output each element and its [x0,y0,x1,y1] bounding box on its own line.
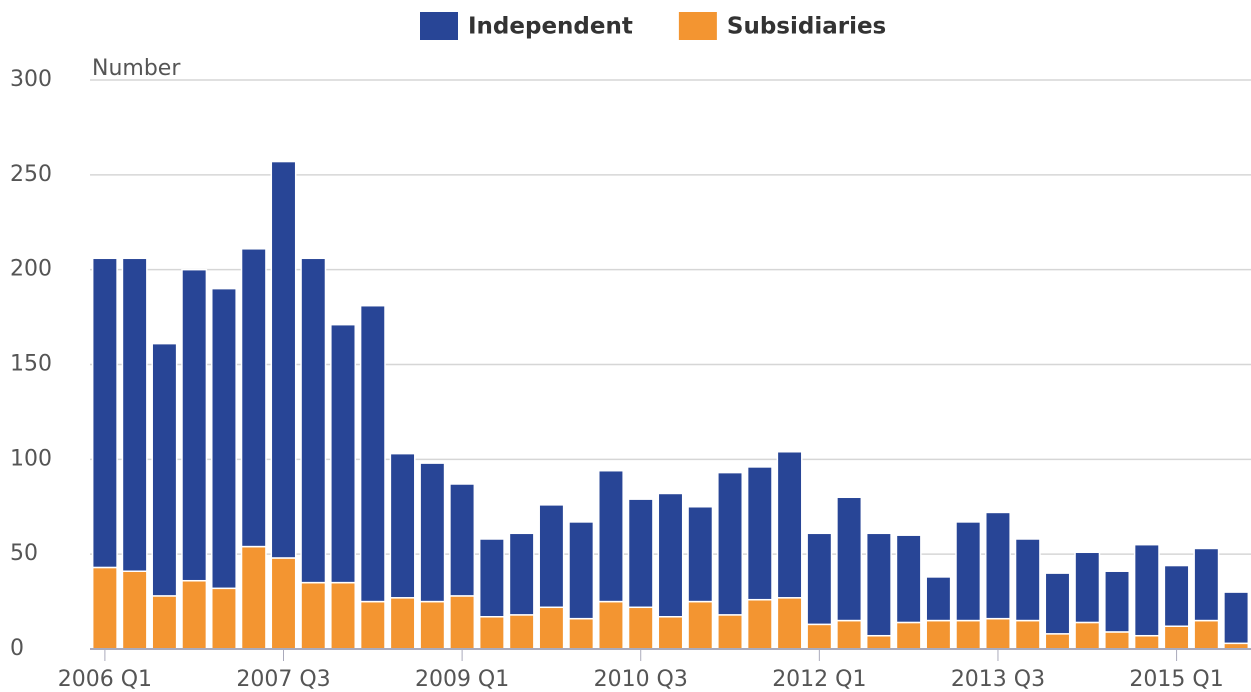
bar-segment [955,619,982,650]
bar-segment [955,521,982,622]
bar-segment [330,581,356,650]
y-tick-label: 100 [10,446,52,471]
bar-segment [687,600,714,650]
x-tick-label: 2006 Q1 [58,667,152,692]
y-axis-label: Number [92,56,181,81]
legend-swatch [420,12,458,40]
bar-segment [1133,543,1160,637]
bar-segment [1133,634,1160,650]
legend-swatch [678,12,717,40]
bar-segment [508,614,535,650]
x-tick-label: 2007 Q3 [236,667,330,692]
bar-segment [865,634,892,650]
bar-segment [776,597,803,650]
bar-segment [1193,619,1220,650]
bar-segment [598,469,624,603]
bar-segment [598,600,624,650]
bar-segment [1163,625,1190,650]
bar-segment [300,257,327,584]
bar-segment [1044,633,1071,650]
bar-segment [895,621,922,650]
bar-segment [151,595,178,650]
bar-segment [91,566,118,650]
bar-segment [717,471,743,616]
bar-segment [1074,551,1101,624]
bar-segment [836,619,863,650]
legend-label: Independent [468,14,633,40]
bar-segment [478,538,505,618]
bar-segment [359,600,386,650]
bar-segment [836,496,863,622]
bar-segment [627,498,654,609]
bar-segment [776,450,803,599]
bar-segment [1104,631,1130,650]
bar-segment [449,483,476,597]
bar-segment [181,268,208,582]
bar-segment [1074,621,1101,650]
y-tick-label: 200 [10,257,52,282]
bar-segment [925,619,952,650]
bar-segment [1014,538,1041,622]
bar-segment [91,257,118,569]
bar-segment [419,462,446,603]
bar-segment [925,576,952,622]
bar-segment [627,606,654,650]
legend-label: Subsidiaries [727,14,886,40]
bar-segment [121,570,148,650]
bar-segment [240,545,267,650]
bar-segment [270,557,297,650]
x-tick-label: 2015 Q1 [1129,667,1223,692]
x-tick-label: 2010 Q3 [594,667,688,692]
bar-segment [1163,564,1190,627]
bar-segment [568,617,595,650]
bar-segment [181,579,208,650]
bar-segment [151,342,178,597]
bar-segment [359,304,386,603]
bar-segment [389,452,416,599]
y-tick-label: 0 [10,636,24,661]
bar-segment [121,257,148,572]
bar-segment [1044,572,1071,635]
y-tick-label: 50 [10,541,38,566]
bar-segment [717,614,743,650]
bar-segment [538,504,565,609]
y-tick-label: 300 [10,67,52,92]
x-tick-label: 2009 Q1 [415,667,509,692]
bar-segment [1193,547,1220,622]
bar-segment [1104,570,1130,633]
bar-segment [300,581,327,650]
bar-segment [657,492,684,618]
bar-segment [1014,619,1041,650]
y-tick-label: 250 [10,162,52,187]
bar-segment [687,506,714,603]
bar-segment [1223,591,1250,645]
bar-segment [568,521,595,620]
bar-segment [211,587,237,650]
bar-segment [895,534,922,624]
bar-segment [865,532,892,637]
bar-segment [657,616,684,650]
bar-segment [478,616,505,650]
bar-segment [746,598,773,650]
bar-segment [806,623,833,650]
bar-segment [330,323,356,584]
bar-segment [985,617,1011,650]
bar-segment [508,532,535,616]
bar-segment [985,511,1011,620]
y-tick-label: 150 [10,352,52,377]
bar-segment [419,600,446,650]
bar-segment [270,160,297,559]
x-tick-label: 2012 Q1 [772,667,866,692]
bar-segment [806,532,833,626]
bar-segment [449,595,476,650]
bar-segment [240,248,267,548]
x-tick-label: 2013 Q3 [951,667,1045,692]
bar-segment [211,287,237,590]
bar-segment [746,466,773,601]
bar-segment [538,606,565,650]
bar-segment [389,597,416,650]
